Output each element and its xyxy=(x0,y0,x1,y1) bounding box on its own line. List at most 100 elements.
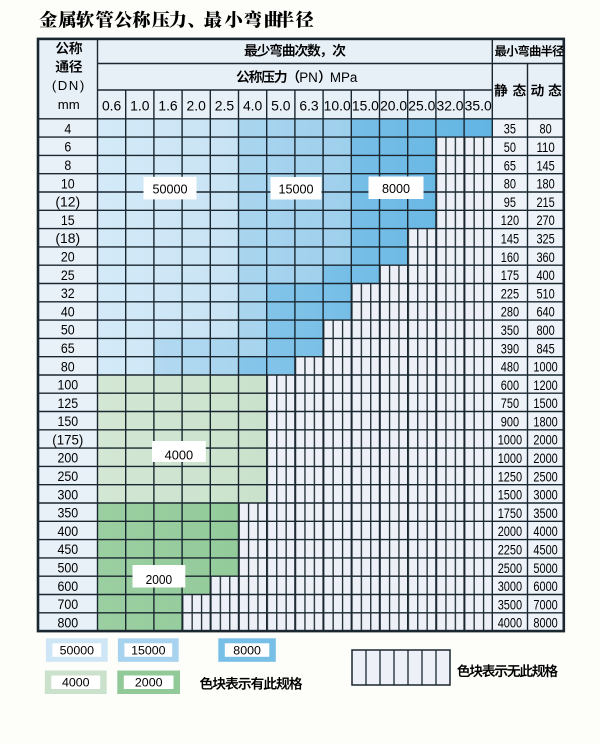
svg-text:1000: 1000 xyxy=(533,359,558,375)
svg-text:700: 700 xyxy=(57,596,78,612)
svg-text:20: 20 xyxy=(61,249,75,265)
svg-text:2000: 2000 xyxy=(135,676,163,690)
svg-text:350: 350 xyxy=(501,322,519,338)
svg-text:65: 65 xyxy=(504,157,516,173)
svg-text:50: 50 xyxy=(61,322,75,338)
svg-text:3500: 3500 xyxy=(533,505,558,521)
svg-text:2000: 2000 xyxy=(533,432,558,448)
svg-text:145: 145 xyxy=(536,157,554,173)
svg-text:390: 390 xyxy=(501,340,519,356)
svg-text:600: 600 xyxy=(57,578,78,594)
svg-text:120: 120 xyxy=(501,212,519,228)
svg-text:2250: 2250 xyxy=(498,542,523,558)
svg-text:0.6: 0.6 xyxy=(102,98,122,114)
svg-text:8000: 8000 xyxy=(382,182,410,196)
svg-text:900: 900 xyxy=(501,413,519,429)
svg-text:1.0: 1.0 xyxy=(130,98,150,114)
svg-text:80: 80 xyxy=(540,121,552,137)
svg-text:250: 250 xyxy=(57,468,78,484)
svg-text:(12): (12) xyxy=(55,194,80,210)
svg-text:35.0: 35.0 xyxy=(465,98,492,114)
svg-text:100: 100 xyxy=(57,377,78,393)
svg-text:500: 500 xyxy=(57,560,78,576)
svg-text:32: 32 xyxy=(61,285,75,301)
svg-text:4000: 4000 xyxy=(498,615,523,631)
svg-text:4500: 4500 xyxy=(533,542,558,558)
svg-text:4: 4 xyxy=(64,120,71,136)
svg-text:25.0: 25.0 xyxy=(408,98,435,114)
svg-text:20.0: 20.0 xyxy=(380,98,407,114)
svg-text:(175): (175) xyxy=(52,431,83,447)
svg-text:1000: 1000 xyxy=(498,432,523,448)
svg-text:1000: 1000 xyxy=(498,450,523,466)
svg-text:450: 450 xyxy=(57,541,78,557)
svg-text:270: 270 xyxy=(536,212,554,228)
svg-text:1500: 1500 xyxy=(498,487,523,503)
svg-text:175: 175 xyxy=(501,267,519,283)
svg-text:32.0: 32.0 xyxy=(436,98,463,114)
svg-text:(18): (18) xyxy=(55,230,80,246)
svg-text:6000: 6000 xyxy=(533,578,558,594)
svg-text:15: 15 xyxy=(61,212,75,228)
svg-text:600: 600 xyxy=(501,377,519,393)
svg-text:2000: 2000 xyxy=(498,523,523,539)
svg-text:200: 200 xyxy=(57,450,78,466)
svg-text:15000: 15000 xyxy=(131,643,166,657)
svg-text:1.6: 1.6 xyxy=(158,98,178,114)
svg-text:50: 50 xyxy=(504,139,516,155)
svg-text:15.0: 15.0 xyxy=(352,98,379,114)
svg-text:1250: 1250 xyxy=(498,468,523,484)
svg-text:5000: 5000 xyxy=(533,560,558,576)
svg-text:640: 640 xyxy=(536,304,554,320)
svg-text:2000: 2000 xyxy=(533,450,558,466)
svg-text:95: 95 xyxy=(504,194,516,210)
svg-text:150: 150 xyxy=(57,413,78,429)
svg-text:10.0: 10.0 xyxy=(324,98,351,114)
svg-text:50000: 50000 xyxy=(152,183,187,197)
svg-text:5.0: 5.0 xyxy=(271,98,291,114)
svg-text:2500: 2500 xyxy=(498,560,523,576)
svg-text:mm: mm xyxy=(58,97,80,112)
svg-text:180: 180 xyxy=(536,176,554,192)
svg-text:4000: 4000 xyxy=(62,676,90,690)
svg-text:510: 510 xyxy=(536,285,554,301)
svg-text:8000: 8000 xyxy=(233,643,261,657)
svg-text:125: 125 xyxy=(57,395,78,411)
svg-text:3000: 3000 xyxy=(533,487,558,503)
svg-text:400: 400 xyxy=(57,523,78,539)
svg-text:800: 800 xyxy=(536,322,554,338)
svg-text:25: 25 xyxy=(61,267,75,283)
svg-text:1500: 1500 xyxy=(533,395,558,411)
svg-text:8000: 8000 xyxy=(533,615,558,631)
svg-text:(DN): (DN) xyxy=(52,78,86,93)
svg-text:750: 750 xyxy=(501,395,519,411)
svg-text:80: 80 xyxy=(504,176,516,192)
svg-text:7000: 7000 xyxy=(533,596,558,612)
svg-text:10: 10 xyxy=(61,175,75,191)
svg-text:160: 160 xyxy=(501,249,519,265)
svg-text:1200: 1200 xyxy=(533,377,558,393)
svg-text:8: 8 xyxy=(64,157,71,173)
svg-text:PN: PN xyxy=(299,70,318,85)
svg-text:4.0: 4.0 xyxy=(243,98,263,114)
svg-text:6: 6 xyxy=(64,139,71,155)
svg-text:480: 480 xyxy=(501,359,519,375)
svg-text:50000: 50000 xyxy=(60,643,95,657)
svg-text:MPa: MPa xyxy=(330,70,358,85)
svg-text:400: 400 xyxy=(536,267,554,283)
svg-text:845: 845 xyxy=(536,340,554,356)
svg-text:1800: 1800 xyxy=(533,413,558,429)
svg-text:35: 35 xyxy=(504,121,516,137)
svg-text:145: 145 xyxy=(501,231,519,247)
svg-text:2.0: 2.0 xyxy=(187,98,207,114)
svg-text:4000: 4000 xyxy=(165,448,194,463)
svg-text:3000: 3000 xyxy=(498,578,523,594)
svg-text:6.3: 6.3 xyxy=(299,98,319,114)
svg-text:2500: 2500 xyxy=(533,468,558,484)
svg-text:300: 300 xyxy=(57,486,78,502)
svg-text:40: 40 xyxy=(61,303,75,319)
svg-text:2.5: 2.5 xyxy=(215,98,235,114)
svg-text:800: 800 xyxy=(57,614,78,630)
svg-text:350: 350 xyxy=(57,505,78,521)
svg-text:215: 215 xyxy=(536,194,554,210)
